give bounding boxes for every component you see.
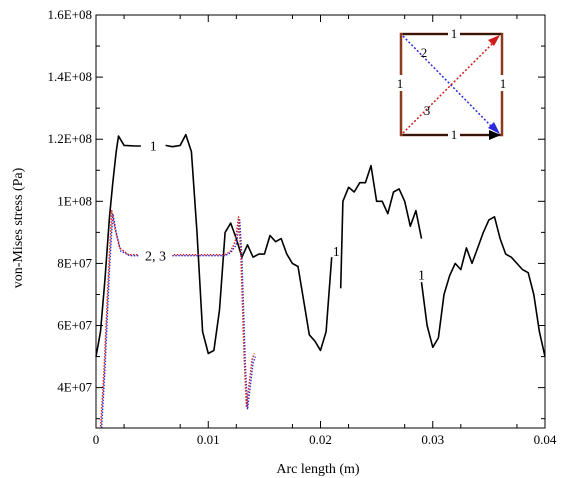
inset-path-2 <box>402 35 493 128</box>
y-tick-label: 4E+07 <box>57 380 92 395</box>
y-axis-title: von-Mises stress (Pa) <box>11 167 26 288</box>
series-annotation: 2, 3 <box>145 250 166 265</box>
inset-path-3 <box>402 43 493 134</box>
y-tick-label: 6E+07 <box>57 318 92 333</box>
series-1-line <box>165 133 333 355</box>
series-3-line <box>172 216 255 407</box>
series-annotation: 1 <box>418 268 425 283</box>
series-1-line <box>95 135 141 357</box>
y-tick-label: 1.4E+08 <box>47 69 92 84</box>
series-annotation: 1 <box>333 245 340 260</box>
x-axis-title: Arc length (m) <box>276 462 360 477</box>
y-tick-label: 8E+07 <box>57 255 92 270</box>
inset-arrow-bottom <box>489 130 501 140</box>
inset-label-left: 1 <box>397 76 404 91</box>
series-2-line <box>172 219 257 411</box>
inset-label-diag-2: 2 <box>421 45 428 60</box>
x-tick-label: 0.03 <box>421 432 444 447</box>
series-annotation: 1 <box>150 139 157 154</box>
x-tick-label: 0 <box>93 432 100 447</box>
series-1-line <box>420 216 546 357</box>
x-tick-label: 0.01 <box>197 432 220 447</box>
inset-label-bottom: 1 <box>451 127 458 142</box>
y-tick-label: 1.6E+08 <box>47 7 92 22</box>
inset-label-right: 1 <box>500 76 507 91</box>
series-layer <box>95 133 546 429</box>
inset-label-top: 1 <box>451 26 458 41</box>
x-tick-label: 0.02 <box>309 432 332 447</box>
inset-label-diag-3: 3 <box>424 103 431 118</box>
inset-diagram: 1 1 1 1 2 3 <box>394 26 509 142</box>
annotation-layer: 1 2, 3 1 1 <box>145 139 425 283</box>
y-tick-label: 1E+08 <box>57 193 92 208</box>
y-tick-label: 1.2E+08 <box>47 131 92 146</box>
series-3-line <box>99 209 139 429</box>
series-1-line <box>339 164 423 289</box>
inset-arrow-3 <box>488 35 500 46</box>
plot-frame <box>95 14 546 429</box>
axes-layer: 0 0.01 0.02 0.03 0.04 4E+07 6E+07 8E+07 1E+08 1.2… <box>47 7 556 447</box>
inset-arrow-2 <box>488 122 500 134</box>
x-tick-label: 0.04 <box>534 432 557 447</box>
